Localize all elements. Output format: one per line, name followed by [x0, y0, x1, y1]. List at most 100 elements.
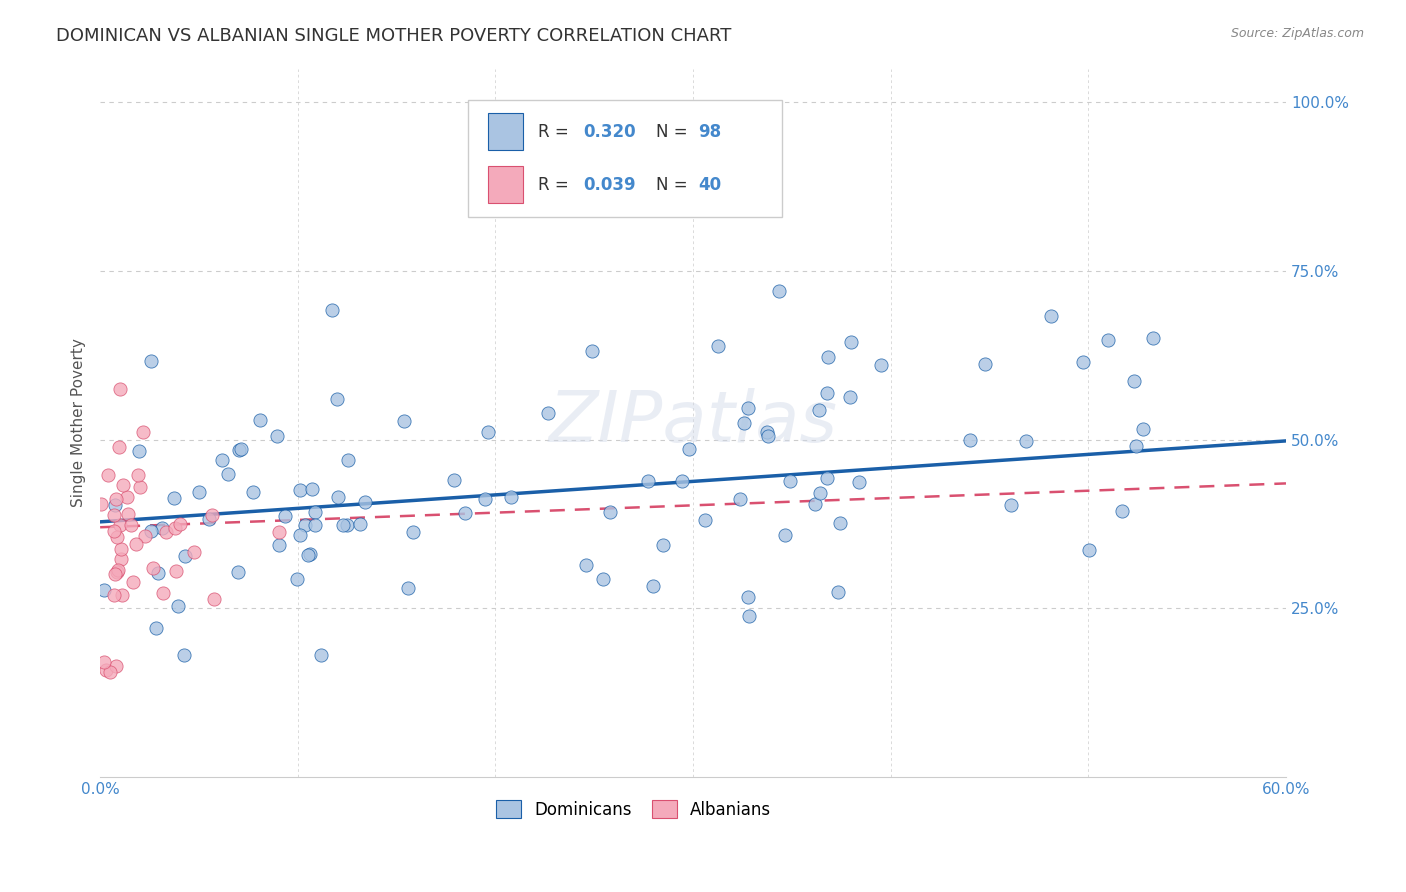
- Point: [1142, 331, 1164, 345]
- Point: [733, 416, 755, 430]
- Point: [623, 179, 645, 194]
- Point: [128, 443, 150, 458]
- Point: [1077, 542, 1099, 557]
- Point: [163, 491, 186, 505]
- Point: [139, 524, 162, 538]
- Point: [93, 582, 115, 597]
- Point: [808, 486, 831, 500]
- Point: [288, 483, 311, 498]
- Point: [815, 385, 838, 400]
- Point: [337, 453, 360, 467]
- Point: [775, 528, 797, 542]
- Point: [94, 663, 117, 677]
- Point: [1111, 504, 1133, 518]
- Point: [107, 563, 129, 577]
- Point: [336, 517, 359, 532]
- Point: [817, 350, 839, 364]
- Point: [396, 581, 419, 595]
- Point: [1125, 439, 1147, 453]
- Point: [678, 442, 700, 457]
- Point: [536, 406, 558, 420]
- Bar: [488, 113, 523, 150]
- Point: [269, 538, 291, 552]
- Point: [108, 382, 131, 396]
- Point: [201, 508, 224, 522]
- Point: [202, 591, 225, 606]
- FancyBboxPatch shape: [468, 101, 782, 218]
- Point: [249, 413, 271, 427]
- Point: [294, 517, 316, 532]
- Point: [229, 442, 252, 457]
- Point: [104, 498, 127, 512]
- Point: [641, 579, 664, 593]
- Point: [142, 560, 165, 574]
- Point: [706, 339, 728, 353]
- Point: [309, 648, 332, 663]
- Point: [120, 518, 142, 533]
- Point: [959, 433, 981, 447]
- Point: [321, 302, 343, 317]
- Point: [169, 516, 191, 531]
- Text: 0.039: 0.039: [582, 176, 636, 194]
- Point: [115, 490, 138, 504]
- Text: 98: 98: [697, 122, 721, 141]
- Point: [354, 494, 377, 508]
- Point: [869, 359, 891, 373]
- Point: [1123, 374, 1146, 388]
- Text: R =: R =: [537, 122, 574, 141]
- Point: [228, 443, 250, 458]
- Point: [401, 524, 423, 539]
- Point: [141, 354, 163, 368]
- Point: [1015, 434, 1038, 449]
- Point: [148, 566, 170, 581]
- Point: [575, 558, 598, 572]
- Point: [285, 572, 308, 586]
- Point: [848, 475, 870, 489]
- Point: [117, 507, 139, 521]
- Point: [132, 425, 155, 440]
- Point: [145, 621, 167, 635]
- Point: [165, 564, 187, 578]
- Point: [112, 478, 135, 492]
- Point: [226, 566, 249, 580]
- Point: [103, 588, 125, 602]
- Point: [299, 548, 322, 562]
- Point: [737, 591, 759, 605]
- Point: [756, 429, 779, 443]
- Point: [108, 440, 131, 454]
- Point: [304, 518, 326, 533]
- Point: [392, 414, 415, 428]
- Legend: Dominicans, Albanians: Dominicans, Albanians: [489, 793, 778, 825]
- Y-axis label: Single Mother Poverty: Single Mother Poverty: [72, 338, 86, 508]
- Text: 40: 40: [697, 176, 721, 194]
- Point: [211, 452, 233, 467]
- Point: [166, 599, 188, 613]
- Text: ZIPatlas: ZIPatlas: [548, 388, 838, 458]
- Point: [187, 484, 209, 499]
- Point: [454, 506, 477, 520]
- Point: [301, 482, 323, 496]
- Point: [242, 485, 264, 500]
- Point: [768, 284, 790, 298]
- Point: [651, 538, 673, 552]
- Point: [111, 588, 134, 602]
- Point: [104, 567, 127, 582]
- Point: [637, 474, 659, 488]
- Point: [152, 586, 174, 600]
- Point: [266, 428, 288, 442]
- Point: [274, 509, 297, 524]
- Point: [110, 551, 132, 566]
- Point: [134, 528, 156, 542]
- Point: [839, 334, 862, 349]
- Point: [779, 474, 801, 488]
- Point: [155, 525, 177, 540]
- Point: [974, 358, 997, 372]
- Point: [93, 655, 115, 669]
- Point: [815, 471, 838, 485]
- Point: [174, 549, 197, 563]
- Point: [173, 648, 195, 663]
- Point: [599, 505, 621, 519]
- Text: R =: R =: [537, 176, 574, 194]
- Point: [592, 573, 614, 587]
- Point: [90, 497, 112, 511]
